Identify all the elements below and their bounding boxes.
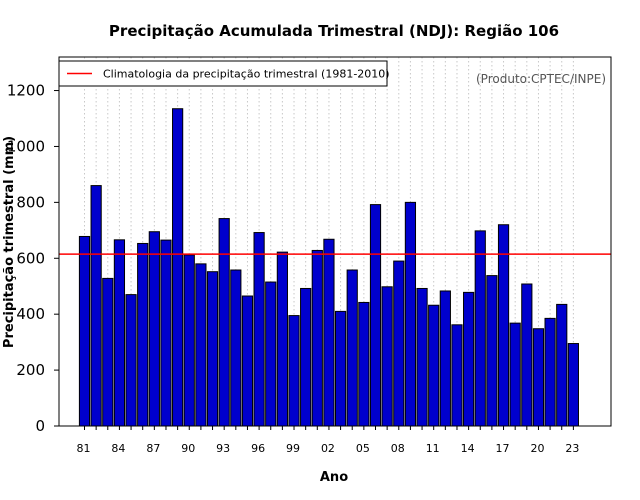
bar-1995	[241, 295, 254, 427]
bar-2017	[497, 224, 510, 427]
bar-1996	[253, 232, 265, 427]
bar-1994	[230, 269, 242, 427]
bar-2001	[311, 249, 323, 427]
x-axis-title: Ano	[320, 470, 348, 485]
x-tick-label: 20	[530, 442, 544, 455]
legend-box	[58, 60, 388, 87]
bar-2021	[544, 317, 556, 427]
x-tick-label: 81	[77, 442, 91, 455]
y-tick-label: 1200	[7, 82, 45, 100]
bar-2011	[428, 304, 440, 427]
bar-1987	[148, 231, 160, 427]
bar-1993	[218, 218, 230, 427]
bar-1990	[183, 254, 195, 427]
bar-1988	[160, 239, 172, 427]
x-tick-label: 84	[111, 442, 125, 455]
bar-2009	[404, 201, 417, 427]
bar-2016	[486, 275, 498, 427]
bar-1984	[113, 239, 126, 427]
x-tick-label: 99	[286, 442, 300, 455]
y-tick-label: 800	[16, 193, 45, 211]
bar-1997	[265, 281, 277, 427]
plot-frame	[58, 56, 612, 427]
bar-1998	[276, 251, 288, 427]
legend: Climatologia da precipitação trimestral …	[58, 60, 390, 87]
bar-1991	[195, 263, 207, 427]
bar-2013	[451, 324, 463, 427]
source-note: (Produto:CPTEC/INPE)	[476, 72, 606, 86]
bar-2012	[439, 290, 451, 427]
x-tick-label: 02	[321, 442, 335, 455]
bar-1985	[125, 294, 137, 427]
bar-1986	[137, 242, 149, 427]
y-tick-label: 0	[35, 417, 45, 435]
legend-label: Climatologia da precipitação trimestral …	[103, 68, 390, 81]
bar-2007	[381, 286, 393, 427]
bar-2014	[463, 291, 475, 427]
y-tick-label: 200	[16, 361, 45, 379]
x-tick-label: 90	[181, 442, 195, 455]
bar-2023	[567, 343, 579, 427]
x-tick-label: 11	[426, 442, 440, 455]
x-tick-label: 08	[391, 442, 405, 455]
bar-2020	[532, 328, 545, 427]
bar-2015	[474, 230, 486, 427]
bar-1982	[90, 185, 102, 427]
bar-1999	[288, 315, 300, 427]
x-tick-label: 23	[565, 442, 579, 455]
bar-2008	[393, 260, 405, 427]
bar-2002	[323, 238, 335, 427]
x-tick-label: 93	[216, 442, 230, 455]
x-tick-label: 96	[251, 442, 265, 455]
x-axis: 81 84 87 90 93 96 99 02 05 08 11 14 17 20 23	[77, 426, 579, 455]
bars	[78, 108, 579, 427]
bar-1983	[102, 277, 114, 427]
x-tick-label: 17	[496, 442, 510, 455]
bar-2022	[556, 303, 568, 427]
bar-2018	[509, 322, 521, 427]
bar-2005	[358, 301, 370, 427]
bar-2019	[521, 283, 533, 427]
y-axis: 0 200 400 600 800 1000 1200	[7, 82, 59, 435]
y-tick-label: 400	[16, 305, 45, 323]
x-tick-label: 87	[146, 442, 160, 455]
bar-1989	[172, 108, 184, 427]
bar-1981	[78, 235, 91, 427]
x-tick-label: 14	[461, 442, 475, 455]
x-tick-label: 05	[356, 442, 370, 455]
bar-2000	[300, 287, 312, 427]
y-tick-label: 1000	[7, 137, 45, 155]
bar-2003	[334, 310, 347, 427]
bar-2004	[346, 269, 358, 427]
bar-2010	[416, 287, 428, 427]
bar-2006	[369, 204, 382, 427]
bar-1992	[206, 271, 219, 427]
y-tick-label: 600	[16, 249, 45, 267]
y-axis-title: Precipitação trimestral (mm)	[2, 136, 17, 348]
chart-title: Precipitação Acumulada Trimestral (NDJ):…	[109, 22, 559, 40]
